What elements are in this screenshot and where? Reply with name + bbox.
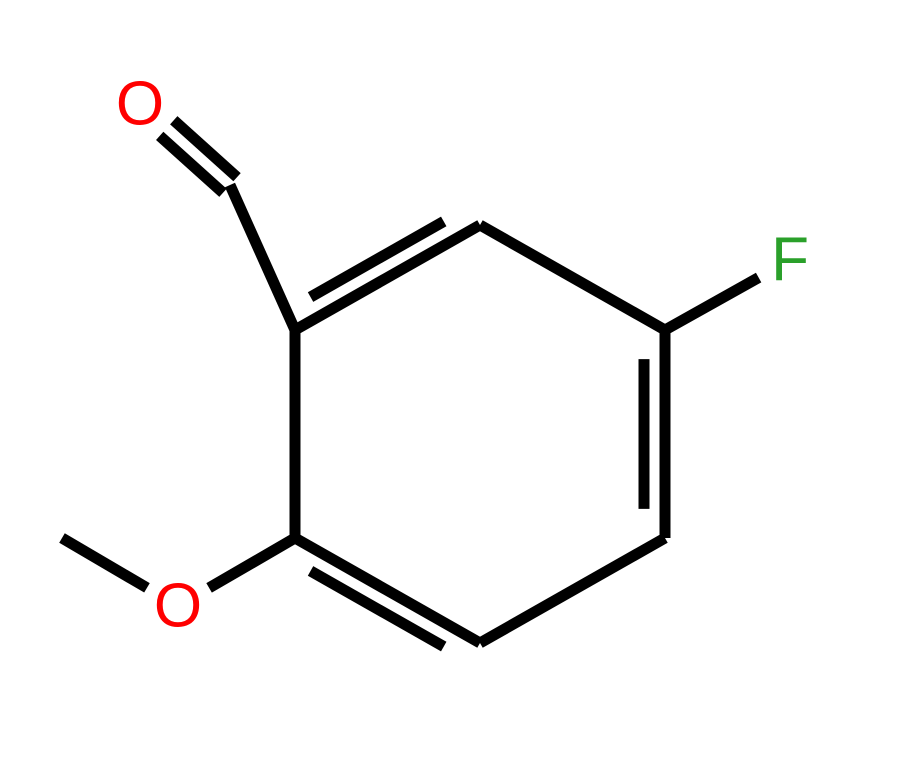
bond-line xyxy=(480,225,665,330)
bond-line xyxy=(295,225,480,330)
bond-line xyxy=(230,185,295,330)
atom-label-o: O xyxy=(116,70,164,139)
bond-line xyxy=(174,120,237,177)
bond-line xyxy=(665,278,759,330)
bond-line xyxy=(62,538,147,588)
bond-line xyxy=(480,538,665,643)
molecule-canvas: O F O xyxy=(0,0,897,777)
bond-line xyxy=(295,538,480,643)
atom-label-f: F xyxy=(771,226,809,295)
atom-label-o: O xyxy=(154,572,202,641)
bond-line xyxy=(209,538,295,588)
bond-line xyxy=(160,136,223,193)
